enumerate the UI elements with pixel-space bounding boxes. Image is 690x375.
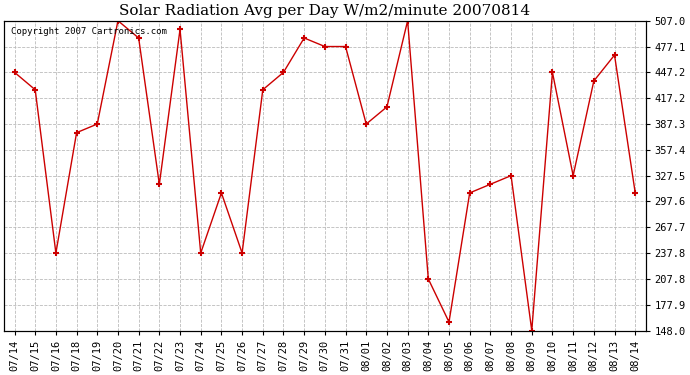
Title: Solar Radiation Avg per Day W/m2/minute 20070814: Solar Radiation Avg per Day W/m2/minute … <box>119 4 531 18</box>
Text: Copyright 2007 Cartronics.com: Copyright 2007 Cartronics.com <box>10 27 166 36</box>
